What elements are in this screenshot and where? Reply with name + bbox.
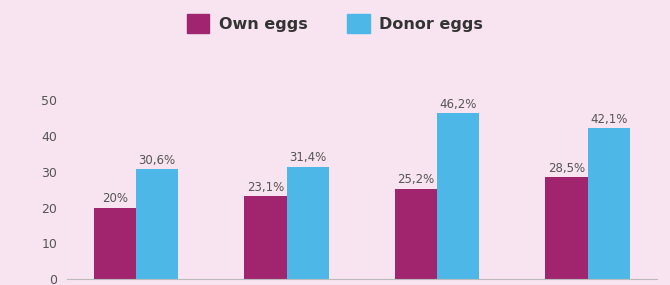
Bar [94, 207, 136, 279]
Text: 30,6%: 30,6% [139, 154, 176, 167]
Bar [136, 170, 178, 279]
Text: 31,4%: 31,4% [289, 151, 326, 164]
Bar [245, 196, 287, 279]
Text: 42,1%: 42,1% [590, 113, 627, 126]
Bar [588, 128, 630, 279]
Bar [395, 189, 437, 279]
Legend: Own eggs, Donor eggs: Own eggs, Donor eggs [180, 8, 490, 39]
Text: 25,2%: 25,2% [397, 173, 435, 186]
Bar [545, 177, 588, 279]
Text: 46,2%: 46,2% [440, 98, 477, 111]
Text: 28,5%: 28,5% [548, 162, 585, 174]
Text: 20%: 20% [102, 192, 128, 205]
Bar [437, 113, 479, 279]
Bar [287, 167, 329, 279]
Text: 23,1%: 23,1% [247, 181, 284, 194]
